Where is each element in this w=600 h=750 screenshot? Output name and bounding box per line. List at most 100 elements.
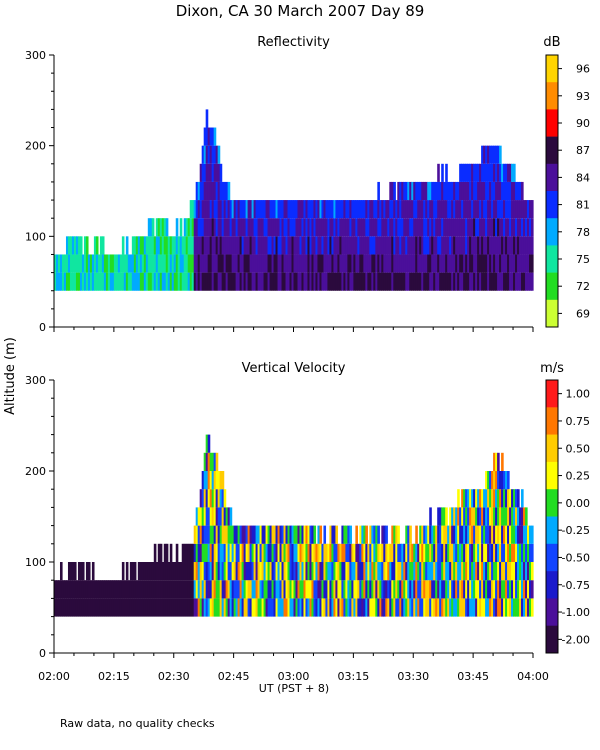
heatmap-cell xyxy=(433,236,436,255)
heatmap-cell xyxy=(475,163,478,182)
heatmap-cell xyxy=(389,562,392,581)
heatmap-cell xyxy=(411,254,414,273)
heatmap-cell xyxy=(295,272,299,291)
heatmap-cell xyxy=(217,236,221,255)
heatmap-cell xyxy=(513,507,516,526)
heatmap-cell xyxy=(513,181,516,201)
heatmap-cell xyxy=(285,598,289,617)
heatmap-cell xyxy=(93,254,97,273)
heatmap-cell xyxy=(249,254,253,273)
panels: Reflectivity dB01002003009693908784817875… xyxy=(25,35,590,683)
heatmap-cell xyxy=(469,507,472,526)
heatmap-cell xyxy=(509,562,512,581)
heatmap-cell xyxy=(213,543,217,562)
heatmap-cell xyxy=(409,254,412,273)
heatmap-cell xyxy=(91,254,95,273)
heatmap-cell xyxy=(251,543,255,562)
heatmap-cell xyxy=(83,236,87,255)
heatmap-cell xyxy=(241,200,245,219)
heatmap-cell xyxy=(439,181,442,201)
heatmap-cell xyxy=(185,236,189,255)
heatmap-cell xyxy=(219,543,223,562)
heatmap-cell xyxy=(469,598,472,617)
heatmap-cell xyxy=(507,562,510,581)
heatmap-cell xyxy=(191,543,195,562)
heatmap-cell xyxy=(203,507,207,526)
heatmap-cell xyxy=(501,452,504,471)
heatmap-cell xyxy=(233,200,237,219)
heatmap-cell xyxy=(455,218,458,237)
heatmap-cell xyxy=(401,562,404,581)
heatmap-cell xyxy=(429,254,432,273)
heatmap-cell xyxy=(255,272,259,291)
heatmap-cell xyxy=(181,254,185,273)
heatmap-cell xyxy=(413,218,416,237)
heatmap-cell xyxy=(289,218,293,237)
heatmap-cell xyxy=(531,236,534,255)
heatmap-cell xyxy=(421,543,424,562)
heatmap-cell xyxy=(101,272,105,291)
heatmap-cell xyxy=(505,163,508,182)
heatmap-cell xyxy=(159,236,163,255)
heatmap-cell xyxy=(387,200,390,219)
heatmap-cell xyxy=(351,598,354,617)
heatmap-cell xyxy=(283,562,287,581)
heatmap-cell xyxy=(347,272,350,291)
heatmap-cell xyxy=(247,272,251,291)
heatmap-cell xyxy=(503,580,506,599)
heatmap-cell xyxy=(505,562,508,581)
heatmap-cell xyxy=(185,272,189,291)
heatmap-cell xyxy=(509,218,512,237)
heatmap-cell xyxy=(463,507,466,526)
heatmap-cell xyxy=(381,254,384,273)
heatmap-cell xyxy=(463,489,466,508)
heatmap-cell xyxy=(281,218,285,237)
heatmap-cell xyxy=(229,507,233,526)
heatmap-cell xyxy=(117,580,121,599)
heatmap-cell xyxy=(211,489,215,508)
heatmap-cell xyxy=(269,562,273,581)
heatmap-cell xyxy=(391,562,394,581)
heatmap-cell xyxy=(377,272,380,291)
heatmap-cell xyxy=(355,580,358,599)
heatmap-cell xyxy=(495,200,498,219)
heatmap-cell xyxy=(139,236,143,255)
heatmap-cell xyxy=(127,580,131,599)
heatmap-cell xyxy=(407,200,410,219)
heatmap-cell xyxy=(103,598,107,617)
heatmap-cell xyxy=(493,507,496,526)
heatmap-cell xyxy=(319,218,323,237)
heatmap-cell xyxy=(203,145,207,164)
heatmap-cell xyxy=(265,218,269,237)
heatmap-cell xyxy=(369,236,372,255)
heatmap-cell xyxy=(195,218,199,237)
heatmap-cell xyxy=(493,452,496,471)
heatmap-cell xyxy=(355,254,358,273)
heatmap-cell xyxy=(373,543,376,562)
heatmap-cell xyxy=(257,543,261,562)
heatmap-cell xyxy=(415,254,418,273)
heatmap-cell xyxy=(341,272,344,291)
heatmap-cell xyxy=(463,181,466,201)
heatmap-cell xyxy=(497,163,500,182)
heatmap-cell xyxy=(485,489,488,508)
heatmap-cell xyxy=(347,525,350,544)
heatmap-cell xyxy=(397,181,400,201)
heatmap-cell xyxy=(419,525,422,544)
heatmap-cell xyxy=(195,200,199,219)
heatmap-cell xyxy=(71,272,75,291)
colorbar-swatch xyxy=(546,571,558,599)
heatmap-cell xyxy=(313,236,317,255)
heatmap-cell xyxy=(279,236,283,255)
heatmap-cell xyxy=(439,525,442,544)
heatmap-cell xyxy=(175,218,179,237)
heatmap-cell xyxy=(253,254,257,273)
heatmap-cell xyxy=(523,525,526,544)
heatmap-cell xyxy=(157,272,161,291)
heatmap-cell xyxy=(101,236,105,255)
heatmap-cell xyxy=(277,525,281,544)
heatmap-cell xyxy=(289,525,293,544)
heatmap-cell xyxy=(227,598,231,617)
heatmap-cell xyxy=(353,254,356,273)
heatmap-cell xyxy=(199,272,203,291)
